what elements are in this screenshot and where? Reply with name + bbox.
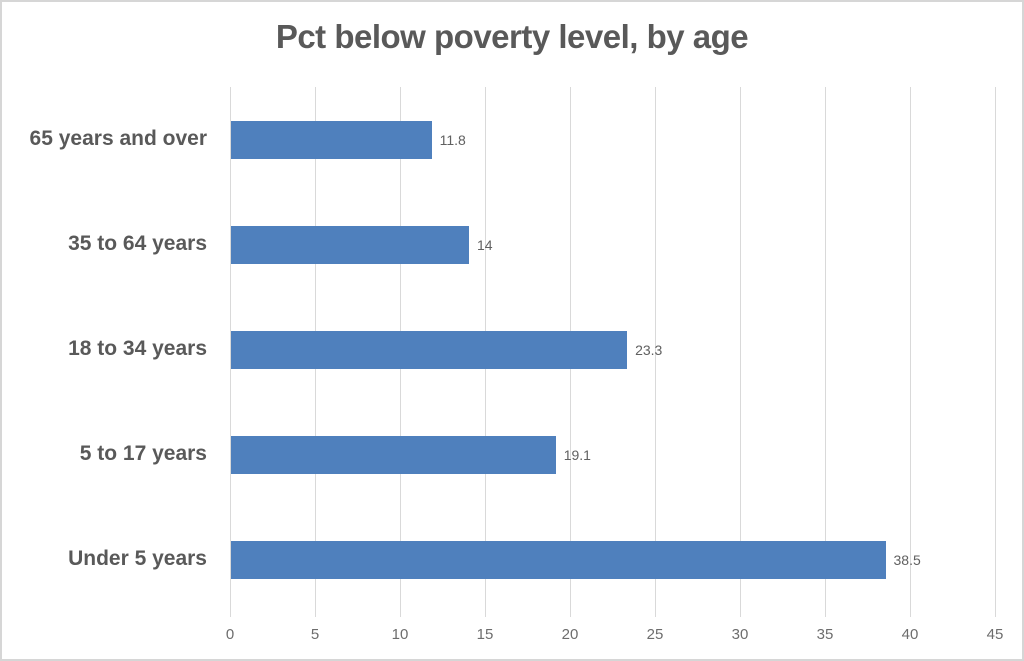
category-label: Under 5 years (68, 546, 207, 570)
data-label: 19.1 (563, 446, 591, 463)
category-label: 18 to 34 years (68, 336, 207, 360)
bar (231, 540, 886, 579)
data-label: 23.3 (635, 341, 663, 358)
x-axis-tick-label: 25 (646, 626, 664, 643)
x-axis-tick-label: 35 (816, 626, 834, 643)
x-axis-tick-label: 20 (561, 626, 579, 643)
x-axis-tick-label: 10 (391, 626, 409, 643)
category-label: 5 to 17 years (79, 441, 207, 465)
data-label: 38.5 (893, 551, 921, 568)
x-gridline (825, 87, 826, 617)
bar (231, 120, 432, 159)
bar (231, 435, 556, 474)
x-gridline (655, 87, 656, 617)
x-gridline (230, 87, 231, 617)
x-axis-tick-label: 5 (310, 626, 320, 643)
x-axis-tick-label: 40 (901, 626, 919, 643)
data-label: 14 (477, 236, 493, 253)
x-axis-tick-label: 15 (476, 626, 494, 643)
x-gridline (910, 87, 911, 617)
x-axis-tick-label: 0 (225, 626, 235, 643)
data-label: 11.8 (439, 131, 466, 148)
x-gridline (995, 87, 996, 617)
bar (231, 330, 628, 369)
bar (231, 225, 469, 264)
category-label: 35 to 64 years (68, 231, 207, 255)
chart-title: Pct below poverty level, by age (275, 18, 749, 55)
x-axis-tick-label: 30 (731, 626, 749, 643)
x-gridline (740, 87, 741, 617)
x-axis-tick-label: 45 (986, 626, 1004, 643)
category-label: 65 years and over (29, 126, 207, 150)
